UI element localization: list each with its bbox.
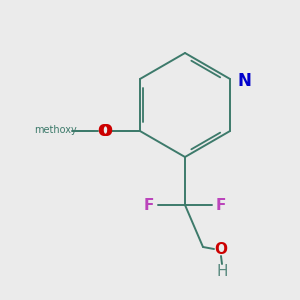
Text: O: O (98, 124, 110, 139)
Text: O: O (214, 242, 227, 256)
Text: N: N (237, 72, 251, 90)
Text: F: F (216, 197, 226, 212)
Text: H: H (216, 265, 228, 280)
Text: F: F (144, 197, 154, 212)
Text: O: O (100, 124, 112, 139)
Text: methoxy: methoxy (34, 125, 77, 135)
